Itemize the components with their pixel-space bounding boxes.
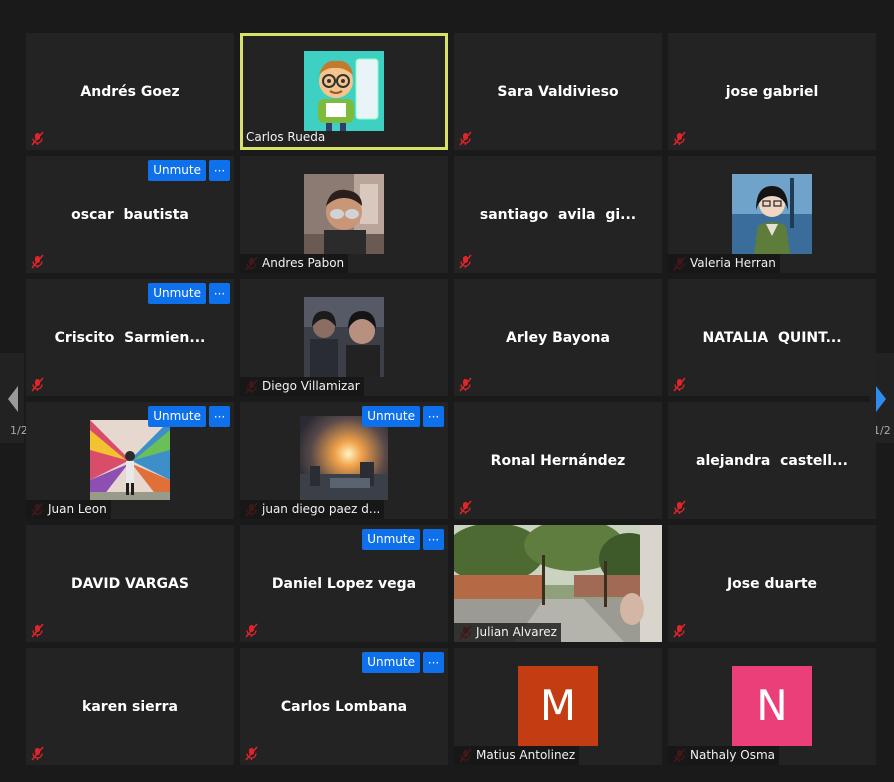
participant-tile-active-speaker[interactable]: Carlos Rueda — [240, 33, 448, 150]
more-options-button[interactable]: ··· — [423, 406, 444, 427]
page-indicator-right: 1/2 — [873, 424, 891, 437]
participant-name-label: Matius Antolinez — [454, 746, 580, 765]
page-indicator-left: 1/2 — [10, 424, 28, 437]
participant-tile[interactable]: santiago avila gi... — [454, 156, 662, 273]
unmute-button[interactable]: Unmute — [362, 652, 420, 673]
video-feed — [454, 525, 662, 642]
participant-tile[interactable]: alejandra castell... — [668, 402, 876, 519]
muted-mic-icon — [459, 377, 472, 392]
more-options-button[interactable]: ··· — [423, 652, 444, 673]
avatar-initial: N — [732, 666, 812, 746]
more-options-button[interactable]: ··· — [209, 160, 230, 181]
participant-tile[interactable]: M Matius Antolinez — [454, 648, 662, 765]
muted-mic-icon — [31, 623, 44, 638]
profile-picture-photo — [300, 416, 388, 500]
participant-tile[interactable]: Unmute ··· Juan Leon — [26, 402, 234, 519]
participant-name-label: Juan Leon — [26, 500, 111, 519]
participant-tile[interactable]: Valeria Herran — [668, 156, 876, 273]
profile-picture-photo — [304, 297, 384, 377]
avatar-initial: M — [518, 666, 598, 746]
unmute-button[interactable]: Unmute — [362, 406, 420, 427]
muted-mic-icon — [459, 131, 472, 146]
participant-name: Ronal Hernández — [490, 452, 626, 469]
participant-name: Criscito Sarmien... — [54, 329, 206, 346]
participant-tile[interactable]: Diego Villamizar — [240, 279, 448, 396]
muted-mic-icon — [459, 500, 472, 515]
muted-mic-icon — [31, 131, 44, 146]
arrow-left-icon — [8, 386, 18, 412]
participant-tile[interactable]: NATALIA QUINT... — [668, 279, 876, 396]
arrow-right-icon — [876, 386, 886, 412]
participant-name-label: Nathaly Osma — [668, 746, 779, 765]
participant-tile[interactable]: Jose duarte — [668, 525, 876, 642]
muted-mic-icon — [31, 254, 44, 269]
muted-mic-icon — [673, 500, 686, 515]
participant-tile[interactable]: DAVID VARGAS — [26, 525, 234, 642]
participant-name: alejandra castell... — [696, 452, 848, 469]
participant-tile[interactable]: Unmute ··· Criscito Sarmien... — [26, 279, 234, 396]
participant-tile[interactable]: Arley Bayona — [454, 279, 662, 396]
previous-page-button[interactable] — [0, 353, 24, 443]
participant-name: NATALIA QUINT... — [702, 329, 842, 346]
profile-picture-photo — [90, 420, 170, 500]
participant-name-label: Andres Pabon — [240, 254, 349, 273]
more-options-button[interactable]: ··· — [209, 406, 230, 427]
video-grid: Andrés Goez Carlos Rueda Sara Valdivieso… — [26, 33, 876, 765]
muted-mic-icon — [673, 131, 686, 146]
muted-mic-icon — [459, 254, 472, 269]
more-options-button[interactable]: ··· — [209, 283, 230, 304]
participant-name-label: Julian Alvarez — [454, 623, 561, 642]
unmute-button[interactable]: Unmute — [148, 406, 206, 427]
participant-name-label: Diego Villamizar — [240, 377, 364, 396]
participant-tile-video[interactable]: Julian Alvarez — [454, 525, 662, 642]
muted-mic-icon — [245, 623, 258, 638]
more-options-button[interactable]: ··· — [423, 529, 444, 550]
participant-tile[interactable]: Unmute ··· Daniel Lopez vega — [240, 525, 448, 642]
participant-name: santiago avila gi... — [479, 206, 637, 223]
muted-mic-icon — [31, 746, 44, 761]
participant-name: Jose duarte — [726, 575, 818, 592]
participant-tile[interactable]: karen sierra — [26, 648, 234, 765]
participant-tile[interactable]: Sara Valdivieso — [454, 33, 662, 150]
participant-name: Sara Valdivieso — [497, 83, 619, 100]
muted-mic-icon — [245, 746, 258, 761]
participant-name: Carlos Lombana — [280, 698, 408, 715]
participant-name-label: Valeria Herran — [668, 254, 780, 273]
participant-name: Arley Bayona — [506, 329, 610, 346]
participant-name: DAVID VARGAS — [71, 575, 189, 592]
unmute-button[interactable]: Unmute — [148, 160, 206, 181]
participant-tile[interactable]: N Nathaly Osma — [668, 648, 876, 765]
participant-tile[interactable]: Unmute ··· juan diego paez d... — [240, 402, 448, 519]
muted-mic-icon — [673, 623, 686, 638]
muted-mic-icon — [31, 377, 44, 392]
participant-name: Daniel Lopez vega — [271, 575, 417, 592]
participant-tile[interactable]: Unmute ··· oscar bautista — [26, 156, 234, 273]
participant-name: jose gabriel — [725, 83, 819, 100]
participant-tile[interactable]: Andrés Goez — [26, 33, 234, 150]
participant-tile[interactable]: jose gabriel — [668, 33, 876, 150]
participant-name-label: juan diego paez d... — [240, 500, 385, 519]
participant-tile[interactable]: Ronal Hernández — [454, 402, 662, 519]
participant-name: karen sierra — [82, 698, 178, 715]
profile-picture-photo — [304, 174, 384, 254]
muted-mic-icon — [673, 377, 686, 392]
unmute-button[interactable]: Unmute — [148, 283, 206, 304]
profile-picture-cartoon — [732, 174, 812, 254]
participant-name: Andrés Goez — [80, 83, 180, 100]
unmute-button[interactable]: Unmute — [362, 529, 420, 550]
participant-name-label: Carlos Rueda — [246, 130, 326, 144]
profile-picture-cartoon — [304, 51, 384, 131]
participant-tile[interactable]: Andres Pabon — [240, 156, 448, 273]
participant-name: oscar bautista — [71, 206, 189, 223]
participant-tile[interactable]: Unmute ··· Carlos Lombana — [240, 648, 448, 765]
